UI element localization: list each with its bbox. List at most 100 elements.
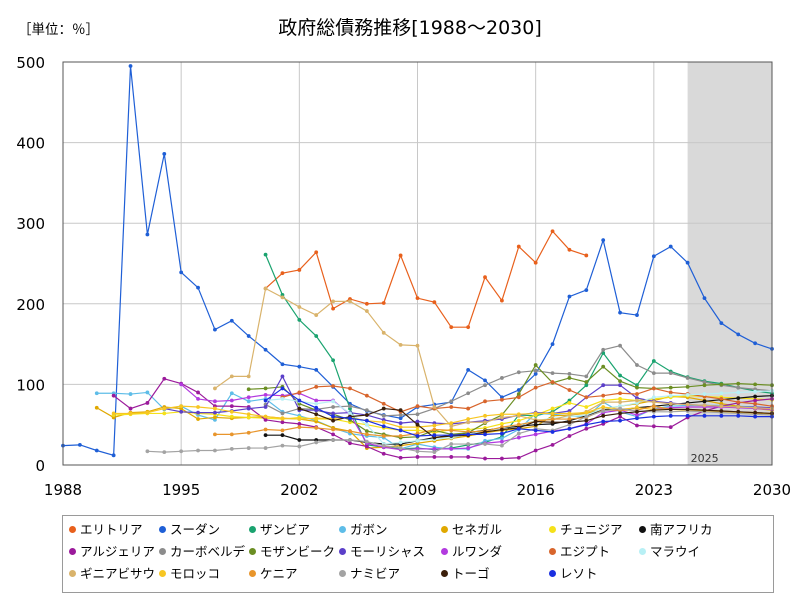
data-point [635,363,639,367]
data-point [280,271,285,276]
data-point [348,441,352,446]
data-point [398,421,403,425]
data-point [635,392,639,396]
data-point [145,401,150,405]
data-point [668,390,673,395]
data-point [246,446,251,450]
data-point [449,405,454,409]
data-point [280,295,285,300]
data-point [719,404,724,409]
data-point [398,455,403,460]
data-point [533,422,538,427]
data-point [331,438,335,442]
data-point [128,64,133,68]
data-point [432,450,437,455]
data-point [584,253,589,258]
data-point [635,313,639,317]
data-point [584,426,589,431]
data-point [567,247,572,252]
data-point [314,405,319,410]
data-point [415,296,420,301]
data-point [263,433,268,438]
data-point [314,313,319,317]
data-point [364,418,369,423]
data-point [618,310,622,315]
data-point [77,442,82,447]
data-point [516,392,521,396]
data-point [550,420,555,425]
data-point [381,451,386,456]
data-point [466,455,471,459]
data-point [584,380,589,384]
data-point [229,318,234,323]
data-point [500,397,504,402]
data-point [500,456,504,461]
data-point [685,260,690,265]
data-point [331,405,335,409]
data-point [263,446,268,450]
data-point [466,406,471,411]
data-point [500,412,504,417]
legend-item: ギニアビサウ [69,566,155,582]
data-point [719,413,724,418]
data-point [280,386,285,391]
data-point [533,428,538,433]
data-point [314,412,319,417]
data-point [702,380,707,384]
data-point [567,434,572,438]
legend-label: チュニジア [560,522,623,537]
data-point [651,359,656,363]
unit-label: ［単位：％］ [18,22,99,38]
data-point [297,417,302,421]
data-point [483,383,487,388]
data-point [516,435,521,440]
x-tick-label: 1988 [44,481,82,499]
legend-label: レソト [560,566,598,581]
data-point [483,420,487,425]
data-point [111,453,116,458]
data-point [111,411,116,416]
data-point [584,414,589,419]
data-point [179,409,184,414]
data-point [415,434,420,438]
series-group [111,393,774,435]
legend-item: エリトリア [69,522,143,538]
data-point [516,455,521,460]
legend-marker [441,570,448,577]
legend-label: エジプト [560,544,611,559]
chart-title: 政府総債務推移[1988～2030] [278,17,542,39]
data-point [348,404,352,409]
data-point [364,413,369,417]
data-point [533,372,538,376]
x-tick-label: 2016 [517,481,555,499]
data-point [618,397,622,401]
legend-label: モロッコ [170,566,221,581]
data-point [466,367,471,372]
data-point [584,395,589,400]
data-point [263,386,268,391]
data-point [415,412,420,417]
data-point [314,367,319,372]
data-point [500,439,504,444]
data-point [516,426,521,431]
data-point [415,404,420,409]
data-point [601,413,606,418]
data-point [94,405,99,410]
series-line [113,378,773,460]
legend-item: エジプト [549,544,610,560]
data-point [567,294,572,299]
data-point [618,391,622,396]
data-point [685,376,690,380]
data-point [263,252,268,257]
data-point [584,374,589,379]
data-point [736,332,741,337]
data-point [229,374,234,379]
data-point [618,379,622,384]
data-point [736,396,741,401]
data-point [685,392,690,397]
legend-marker [249,548,256,555]
data-point [364,422,369,427]
series-line [113,395,773,434]
data-point [246,334,251,338]
legend-item: ルワンダ [441,544,502,560]
